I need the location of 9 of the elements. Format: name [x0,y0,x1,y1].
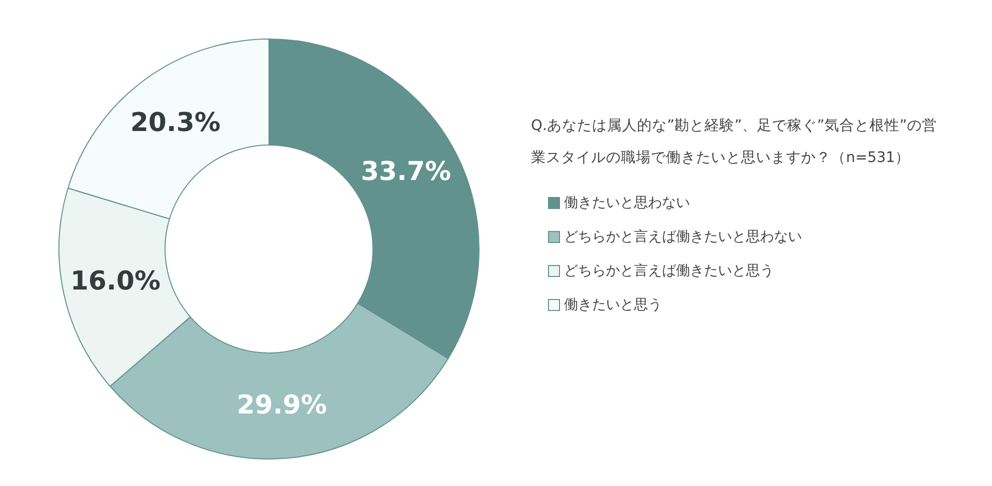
data-label: 29.9% [236,390,327,420]
legend-label: 働きたいと思う [564,296,662,315]
legend-label: 働きたいと思わない [564,194,690,213]
data-label: 16.0% [70,266,161,297]
data-label: 20.3% [130,108,221,138]
text: Q.あなたは属人的な”勘と経験”、足で稼ぐ”気合と根性”の営業スタイルの職場で働きたいと思いますか？（n=531） [531,117,938,168]
legend-label: どちらかと言えば働きたいと思う [564,262,774,281]
legend-label: どちらかと言えば働きたいと思わない [564,228,802,247]
data-label: 33.7% [360,157,452,188]
